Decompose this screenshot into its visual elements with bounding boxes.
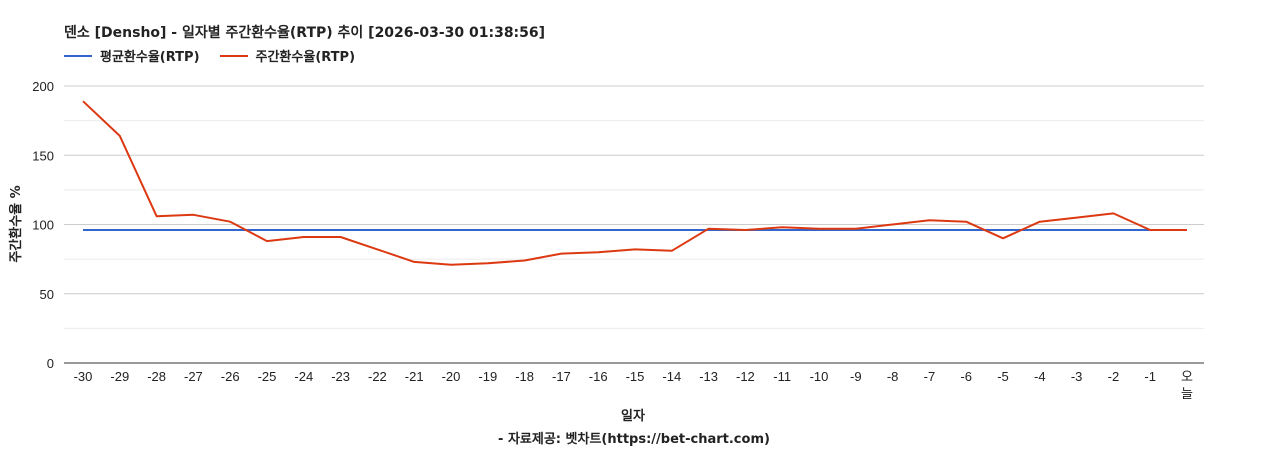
source-credit: - 자료제공: 벳차트(https://bet-chart.com) xyxy=(498,432,770,447)
y-axis-title: 주간환수율 % xyxy=(8,185,24,262)
y-tick-label: 0 xyxy=(47,356,54,371)
x-tick-label: -8 xyxy=(887,369,899,384)
legend-label-weekly: 주간환수율(RTP) xyxy=(255,50,356,65)
legend: 평균환수율(RTP) 주간환수율(RTP) xyxy=(64,46,375,65)
x-tick-label: -23 xyxy=(331,369,350,384)
x-tick-label: -22 xyxy=(368,369,387,384)
x-tick-label: -3 xyxy=(1071,369,1083,384)
x-tick-label: -2 xyxy=(1108,369,1120,384)
x-tick-label: -26 xyxy=(221,369,240,384)
x-tick-label: -24 xyxy=(294,369,313,384)
x-tick-label: -18 xyxy=(515,369,534,384)
legend-label-average: 평균환수율(RTP) xyxy=(100,50,200,65)
x-tick-label: -30 xyxy=(74,369,93,384)
x-tick-label: -17 xyxy=(552,369,571,384)
legend-swatch-weekly xyxy=(219,54,248,57)
y-tick-label: 200 xyxy=(32,79,54,94)
x-tick-label: -20 xyxy=(442,369,461,384)
x-tick-label: -9 xyxy=(850,369,862,384)
x-tick-label: -19 xyxy=(478,369,497,384)
x-tick-label: -10 xyxy=(810,369,829,384)
y-tick-label: 100 xyxy=(32,218,54,233)
x-tick-label: -1 xyxy=(1144,369,1156,384)
x-tick-label: -21 xyxy=(405,369,424,384)
x-tick-label: -29 xyxy=(110,369,129,384)
x-tick-label: -27 xyxy=(184,369,203,384)
gridlines xyxy=(64,85,1204,364)
y-tick-label: 50 xyxy=(40,287,54,302)
legend-swatch-average xyxy=(64,54,92,57)
x-tick-label: -6 xyxy=(960,369,972,384)
x-tick-label: -28 xyxy=(147,369,166,384)
legend-item-weekly[interactable]: 주간환수율(RTP) xyxy=(219,46,356,65)
legend-item-average[interactable]: 평균환수율(RTP) xyxy=(64,46,200,65)
x-tick-label: -25 xyxy=(258,369,277,384)
x-tick-labels: -30 -29 -28 -27 -26 -25 -24 -23 -22 -21 -20 -19 -18 -… xyxy=(74,369,1193,401)
x-tick-label: -11 xyxy=(773,369,791,384)
x-tick-label: -7 xyxy=(924,369,936,384)
y-tick-label: 150 xyxy=(32,148,54,163)
x-tick-label: -12 xyxy=(736,369,755,384)
x-tick-label: -15 xyxy=(626,369,645,384)
x-tick-label: -13 xyxy=(699,369,718,384)
x-tick-label: -4 xyxy=(1034,369,1046,384)
y-tick-labels: 0 50 100 150 200 xyxy=(32,79,54,371)
x-tick-label: -16 xyxy=(589,369,608,384)
weekly-rtp-line[interactable] xyxy=(82,100,1187,266)
x-axis-title: 일자 xyxy=(621,409,645,424)
series-lines xyxy=(82,100,1187,266)
x-tick-label: -14 xyxy=(662,369,681,384)
chart-title: 덴소 [Densho] - 일자별 주간환수율(RTP) 추이 [2026-03… xyxy=(64,25,546,41)
x-tick-label: -5 xyxy=(997,369,1009,384)
